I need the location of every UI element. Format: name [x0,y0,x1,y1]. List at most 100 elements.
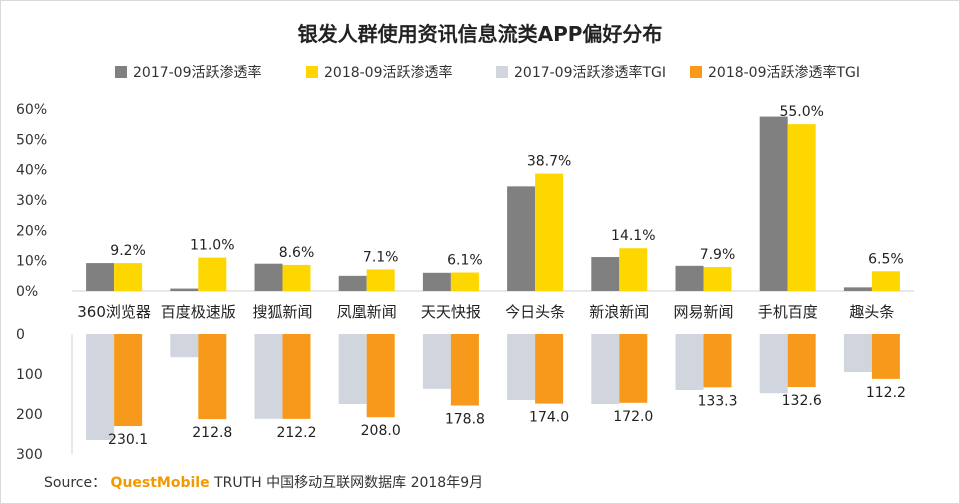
category-label: 趣头条 [849,303,894,321]
bar-2017 [675,265,704,291]
bar-tgi-2018 [114,334,143,427]
bar-2018-value-label: 7.1% [363,249,399,265]
bar-tgi-2018 [366,334,395,418]
bar-tgi-2018-value-label: 212.8 [192,425,232,441]
bar-2018-value-label: 7.9% [700,247,736,263]
legend-item-2018: 2018-09活跃渗透率 [306,62,453,84]
legend-swatch-tgi-2017 [496,66,508,78]
top-y-tick-label: 60% [16,102,47,118]
bar-2018-value-label: 11.0% [190,238,234,254]
bar-2018-value-label: 6.1% [447,252,483,268]
bar-2017 [338,275,367,291]
category-label: 360浏览器 [77,303,151,321]
bar-tgi-2017 [759,334,788,394]
bar-tgi-2017 [86,334,115,440]
bar-2017 [254,263,283,291]
bar-tgi-2018-value-label: 208.0 [361,423,401,439]
source-brand: QuestMobile [110,475,210,491]
bar-tgi-2018 [703,334,732,388]
bar-tgi-2017 [507,334,536,400]
legend: 2017-09活跃渗透率 2018-09活跃渗透率 2017-09活跃渗透率TG… [0,62,960,84]
bar-2018-value-label: 38.7% [527,154,571,170]
bar-2018 [787,124,816,292]
bar-tgi-2018 [871,334,900,379]
category-label: 搜狐新闻 [252,303,312,321]
bar-2017 [86,263,115,291]
bar-2017 [759,116,788,291]
legend-label-tgi-2018: 2018-09活跃渗透率TGI [708,65,861,81]
category-label: 网易新闻 [673,303,733,321]
bar-2018 [282,264,311,291]
bar-tgi-2017 [170,334,199,358]
legend-label-tgi-2017: 2017-09活跃渗透率TGI [514,65,667,81]
bar-2018 [198,257,227,291]
top-y-tick-label: 10% [16,254,47,270]
bar-2018-value-label: 14.1% [611,228,655,244]
chart-title: 银发人群使用资讯信息流类APP偏好分布 [297,22,663,46]
bar-tgi-2018-value-label: 172.0 [613,409,653,425]
category-label: 新浪新闻 [589,303,649,321]
category-label: 手机百度 [758,303,818,321]
legend-label-2017: 2017-09活跃渗透率 [133,65,262,81]
bar-2018 [619,248,648,291]
top-y-tick-label: 50% [16,132,47,148]
bar-2018-value-label: 6.5% [868,251,904,267]
top-y-tick-label: 0% [16,284,38,300]
bar-tgi-2017 [591,334,620,404]
bar-2018 [114,263,143,291]
bar-tgi-2018-value-label: 133.3 [697,393,737,409]
category-label: 今日头条 [505,303,565,321]
source-note: Source： QuestMobile TRUTH 中国移动互联网数据库 201… [44,472,483,492]
legend-swatch-tgi-2018 [690,66,702,78]
bar-tgi-2017 [254,334,283,419]
bar-2018-value-label: 9.2% [110,243,146,259]
bar-tgi-2018-value-label: 178.8 [445,412,485,428]
bar-2018-value-label: 55.0% [779,104,823,120]
bar-tgi-2018 [450,334,479,406]
top-y-tick-label: 20% [16,223,47,239]
bottom-y-tick-label: 100 [16,367,43,383]
bar-tgi-2018 [198,334,227,420]
bar-tgi-2018-value-label: 132.6 [782,393,822,409]
legend-item-tgi-2017: 2017-09活跃渗透率TGI [496,62,666,84]
bar-2017 [591,257,620,291]
category-label: 天天快报 [421,303,481,321]
legend-item-2017: 2017-09活跃渗透率 [115,62,262,84]
top-y-tick-label: 30% [16,193,47,209]
bar-2018 [450,272,479,291]
bottom-y-tick-label: 0 [16,327,25,343]
bar-2018-value-label: 8.6% [279,245,315,261]
bar-tgi-2018-value-label: 230.1 [108,432,148,448]
bar-tgi-2018 [619,334,648,403]
bar-2018 [871,271,900,291]
bar-tgi-2017 [843,334,872,372]
legend-label-2018: 2018-09活跃渗透率 [324,65,453,81]
bar-2018 [703,267,732,291]
bottom-y-tick-label: 200 [16,407,43,423]
bar-2017 [507,186,536,291]
bar-tgi-2018 [787,334,816,388]
bar-tgi-2017 [675,334,704,390]
top-y-tick-label: 40% [16,163,47,179]
bottom-y-tick-label: 300 [16,447,43,463]
source-text: TRUTH 中国移动互联网数据库 2018年9月 [214,475,484,491]
bar-2017 [843,287,872,291]
bar-2017 [422,272,451,291]
bar-2018 [535,173,564,291]
bar-tgi-2018 [535,334,564,404]
source-prefix: Source： [44,475,107,491]
bar-tgi-2018-value-label: 212.2 [276,425,316,441]
legend-item-tgi-2018: 2018-09活跃渗透率TGI [690,62,860,84]
legend-swatch-2018 [306,66,318,78]
bar-2018 [366,269,395,291]
bar-tgi-2017 [338,334,367,404]
legend-swatch-2017 [115,66,127,78]
bar-tgi-2017 [422,334,451,389]
category-label: 百度极速版 [161,303,236,321]
bar-tgi-2018 [282,334,311,419]
bar-tgi-2018-value-label: 174.0 [529,410,569,426]
category-label: 凤凰新闻 [337,303,397,321]
bar-tgi-2018-value-label: 112.2 [866,385,906,401]
bar-2017 [170,288,199,291]
